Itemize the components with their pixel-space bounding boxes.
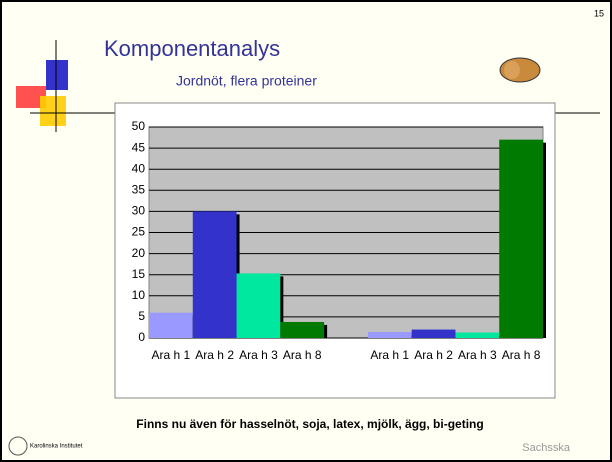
y-tick-label: 20: [132, 246, 146, 260]
y-tick-label: 5: [138, 309, 145, 323]
slide-number: 15: [594, 8, 604, 18]
x-tick-label: Ara h 2: [195, 346, 235, 364]
bar: [280, 322, 324, 338]
logo: Karolinska Institutet: [30, 444, 83, 450]
x-tick-label: Ara h 8: [501, 346, 541, 364]
peanut-icon: [504, 61, 520, 79]
x-tick-label: Ara h 1: [370, 346, 410, 364]
chart: 15 Komponentanalys Jordnöt, flera protei…: [0, 0, 612, 462]
chart-title: Komponentanalys: [104, 36, 280, 61]
chart-subtitle: Jordnöt, flera proteiner: [176, 73, 317, 89]
bar: [237, 273, 281, 338]
y-tick-label: 0: [138, 330, 145, 344]
logo-icon: [9, 437, 27, 455]
bar: [499, 140, 543, 338]
x-tick-label: Ara h 3: [457, 346, 497, 364]
y-tick-label: 30: [132, 204, 146, 218]
x-tick-label: Ara h 3: [238, 346, 278, 364]
y-tick-label: 15: [132, 267, 146, 281]
decor: [40, 96, 66, 126]
bar: [149, 313, 193, 338]
y-tick-label: 35: [132, 182, 146, 196]
y-tick-label: 10: [132, 288, 146, 302]
x-tick-label: Ara h 1: [151, 346, 191, 364]
y-tick-label: 45: [132, 140, 146, 154]
y-tick-label: 25: [132, 225, 146, 239]
footer: Finns nu även för hasselnöt, soja, latex…: [136, 417, 483, 431]
slide: 15 Komponentanalys Jordnöt, flera protei…: [0, 0, 612, 462]
bar: [193, 211, 237, 338]
x-tick-label: Ara h 8: [282, 346, 322, 364]
logo: Sachsska: [522, 442, 571, 454]
bar: [412, 330, 456, 338]
bar: [455, 333, 499, 338]
x-tick-label: Ara h 2: [414, 346, 454, 364]
y-tick-label: 40: [132, 161, 146, 175]
y-tick-label: 50: [132, 119, 146, 133]
bar: [368, 332, 412, 338]
decor: [46, 60, 68, 90]
